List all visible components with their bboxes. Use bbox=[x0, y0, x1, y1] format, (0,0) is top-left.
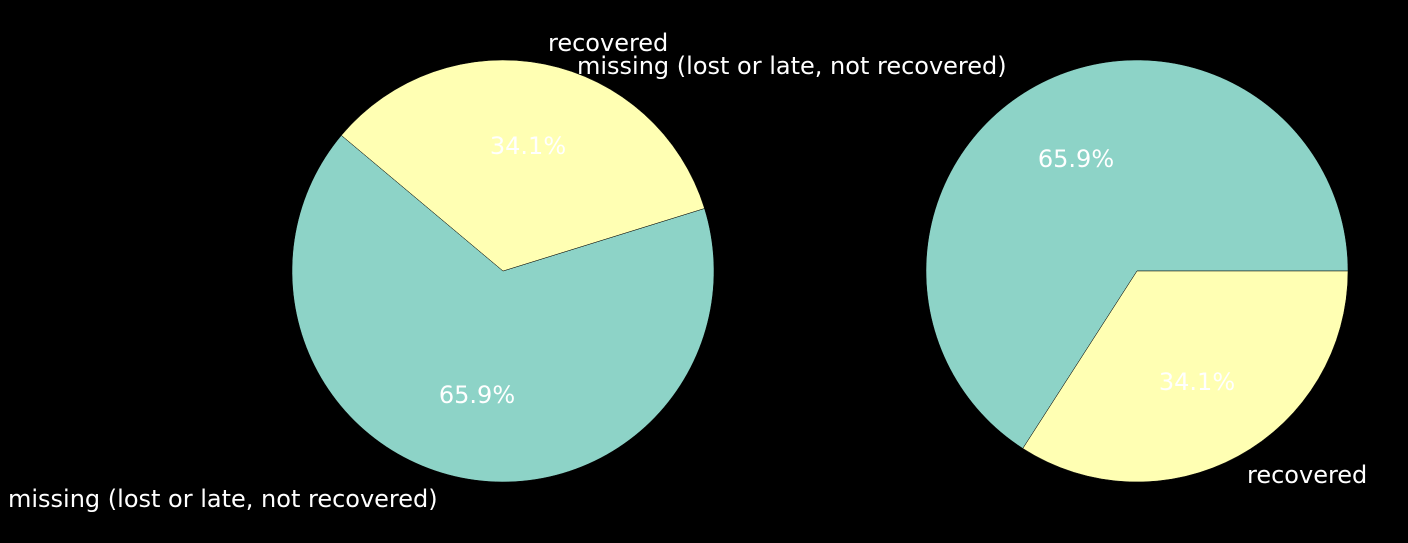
pie-left-label-recovered: recovered bbox=[548, 29, 668, 57]
pie-right-pct-missing: 65.9% bbox=[1038, 145, 1114, 173]
pie-right-pct-recovered: 34.1% bbox=[1159, 368, 1235, 396]
pie-left-slice-recovered bbox=[341, 59, 705, 272]
pie-left-pct-missing: 65.9% bbox=[439, 381, 515, 409]
pie-chart-right: 65.9% 34.1% missing (lost or late, not rec… bbox=[577, 52, 1367, 489]
pie-right-label-recovered: recovered bbox=[1247, 461, 1367, 489]
pie-chart-left: 65.9% 34.1% missing (lost or late, not rec… bbox=[8, 29, 715, 513]
pie-left-label-missing: missing (lost or late, not recovered) bbox=[8, 485, 438, 513]
pie-right-slice-recovered bbox=[1022, 270, 1349, 483]
pie-left-slice-missing bbox=[291, 135, 715, 483]
pie-right-label-missing: missing (lost or late, not recovered) bbox=[577, 52, 1007, 80]
pie-left-pct-recovered: 34.1% bbox=[490, 132, 566, 160]
pie-right-slice-missing bbox=[925, 59, 1349, 449]
